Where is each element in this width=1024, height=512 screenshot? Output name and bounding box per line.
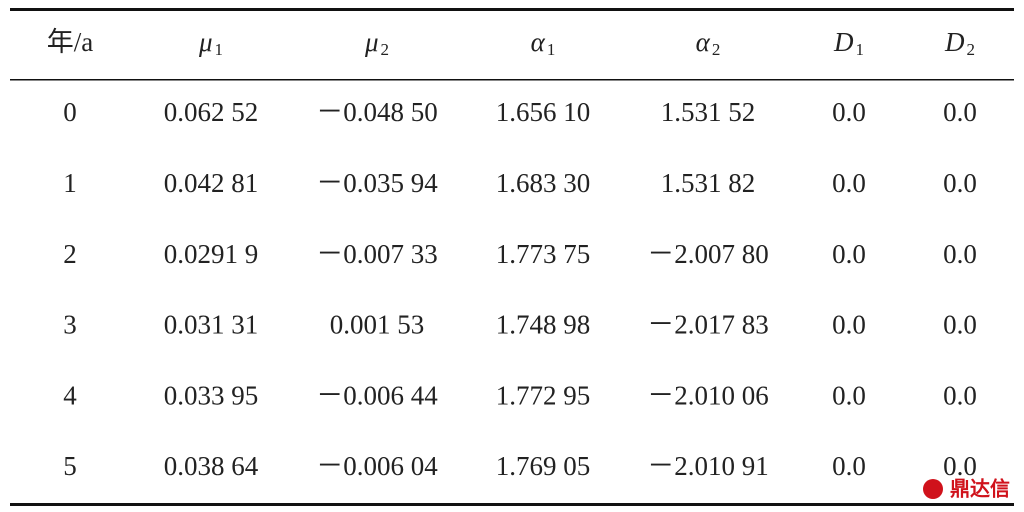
table-cell: 0.042 81 xyxy=(164,168,259,198)
header-symbol: α xyxy=(531,27,546,57)
table-cell: －0.035 94 xyxy=(316,168,438,198)
table-cell: 0.0 xyxy=(943,97,977,127)
table-cell: 4 xyxy=(63,380,77,410)
table-cell: 0.0 xyxy=(943,451,977,481)
watermark-logo xyxy=(923,479,943,499)
header-subscript: 1 xyxy=(856,40,865,59)
header-subscript: 1 xyxy=(215,40,224,59)
table-cell: 3 xyxy=(63,310,77,340)
table-cell: －2.010 06 xyxy=(647,380,769,410)
table-cell: －2.017 83 xyxy=(647,310,769,340)
watermark: 鼎达信 xyxy=(923,477,1010,501)
header-symbol: μ xyxy=(198,27,213,57)
header-subscript: 2 xyxy=(712,40,721,59)
header-symbol: α xyxy=(696,27,711,57)
table-cell: 0.0 xyxy=(943,239,977,269)
header-rule xyxy=(10,79,1014,81)
table-cell: －2.007 80 xyxy=(647,239,769,269)
header-cell: 年/a xyxy=(47,27,94,57)
table-cell: 0.0 xyxy=(943,310,977,340)
table-cell: 0.0 xyxy=(832,97,866,127)
table-cell: －0.048 50 xyxy=(316,97,438,127)
table-cell: 0.0 xyxy=(832,168,866,198)
table-cell: 0.0 xyxy=(943,168,977,198)
table-cell: －2.010 91 xyxy=(647,451,769,481)
header-subscript: 1 xyxy=(547,40,556,59)
bottom-rule xyxy=(10,503,1014,506)
table-cell: 1 xyxy=(63,168,77,198)
table-cell: 1.531 82 xyxy=(661,168,756,198)
table-cell: 0.033 95 xyxy=(164,380,259,410)
table-cell: 0.031 31 xyxy=(164,310,259,340)
table-cell: 0 xyxy=(63,97,77,127)
table-cell: 2 xyxy=(63,239,77,269)
watermark-text: 鼎达信 xyxy=(950,477,1010,501)
table-cell: 0.0 xyxy=(832,310,866,340)
table-cell: 1.769 05 xyxy=(496,451,591,481)
table-cell: 5 xyxy=(63,451,77,481)
table-cell: 0.0 xyxy=(832,451,866,481)
table-cell: 0.0 xyxy=(832,380,866,410)
header-symbol: D xyxy=(833,27,854,57)
header-subscript: 2 xyxy=(967,40,976,59)
table-cell: 1.656 10 xyxy=(496,97,591,127)
table-cell: 0.0 xyxy=(943,380,977,410)
table-cell: 0.062 52 xyxy=(164,97,259,127)
table-cell: 0.001 53 xyxy=(330,310,425,340)
table-cell: 1.683 30 xyxy=(496,168,591,198)
table-cell: 0.0 xyxy=(832,239,866,269)
table-cell: 0.038 64 xyxy=(164,451,259,481)
table-cell: －0.006 04 xyxy=(316,451,438,481)
header-subscript: 2 xyxy=(381,40,390,59)
top-rule xyxy=(10,8,1014,11)
table-cell: －0.006 44 xyxy=(316,380,438,410)
table-cell: －0.007 33 xyxy=(316,239,438,269)
table-cell: 1.772 95 xyxy=(496,380,591,410)
table-cell: 1.748 98 xyxy=(496,310,591,340)
header-symbol: μ xyxy=(364,27,379,57)
table-cell: 1.773 75 xyxy=(496,239,591,269)
table-cell: 0.0291 9 xyxy=(164,239,259,269)
table-cell: 1.531 52 xyxy=(661,97,756,127)
header-symbol: D xyxy=(944,27,965,57)
